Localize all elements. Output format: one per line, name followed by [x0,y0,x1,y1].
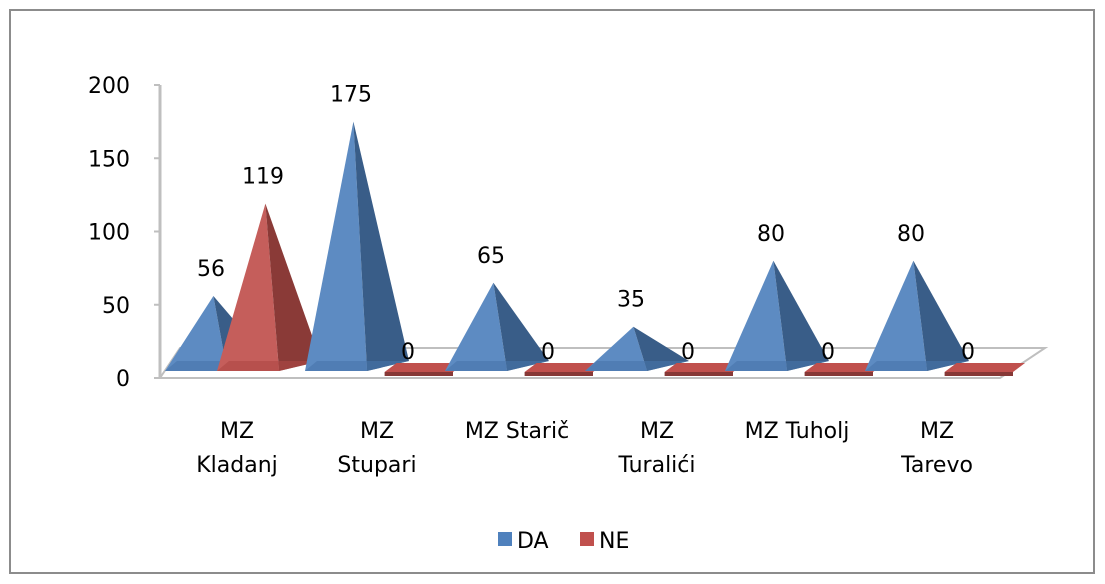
pyramid-da [445,282,549,371]
pyramid-base [217,361,321,371]
category-label: Stupari [337,453,416,478]
data-label-da: 56 [197,257,225,282]
pyramid-base [305,361,409,371]
y-tick-label: 50 [102,294,130,319]
category-label: MZ Starič [465,419,569,444]
data-label-da: 80 [897,222,925,247]
y-tick-label: 0 [116,367,130,392]
data-label-ne: 119 [242,165,284,190]
pyramid-flat [524,363,605,372]
pyramid-ne [944,363,1025,376]
pyramid-flat-edge [944,372,1013,376]
data-label-da: 65 [477,244,505,269]
data-label-ne: 0 [541,340,555,365]
pyramid-face-front [725,260,788,371]
x-axis-labels: MZ Kladanj MZ Stupari MZ Starič MZ Turalići MZ … [196,419,973,478]
category-label: Turalići [618,453,696,478]
pyramid-ne [524,363,605,376]
category-label: MZ Tuholj [745,419,850,444]
pyramid-da [865,260,969,371]
data-labels: 56 119 175 0 65 0 35 0 80 0 80 0 [197,83,975,365]
plot-area [165,121,1025,376]
legend-label-da: DA [517,529,549,554]
category-label: MZ [220,419,254,444]
pyramid-flat [664,363,745,372]
legend: DA NE [498,529,629,554]
data-label-ne: 0 [401,340,415,365]
category-label: MZ [920,419,954,444]
pyramid-ne [384,363,465,376]
pyramid-face-side [633,326,689,371]
category-label: MZ [640,419,674,444]
pyramid-face-front [165,295,228,371]
pyramid-da [305,121,409,371]
legend-swatch-da [498,532,512,546]
pyramid-ne [217,203,321,371]
pyramid-base [585,361,689,371]
pyramid-ne [804,363,885,376]
legend-swatch-ne [580,532,594,546]
pyramid-face-front [865,260,928,371]
category-label: Kladanj [196,453,278,478]
pyramid-da [585,326,689,371]
y-tick-label: 100 [88,221,130,246]
pyramid-face-front [585,326,648,371]
pyramid-base [865,361,969,371]
pyramid-base [725,361,829,371]
pyramid-face-front [217,203,280,371]
pyramid-flat [944,363,1025,372]
pyramid-flat [384,363,465,372]
data-label-da: 35 [617,288,645,313]
data-label-da: 80 [757,222,785,247]
pyramid-base [445,361,549,371]
pyramid-face-front [445,282,508,371]
pyramid-face-front [305,121,368,371]
pyramid-ne [664,363,745,376]
pyramid-face-side [353,121,409,371]
category-label: Tarevo [900,453,973,478]
pyramid-face-side [773,260,829,371]
y-tick-label: 200 [88,74,130,99]
pyramid-face-side [913,260,969,371]
pyramid-face-side [265,203,321,371]
legend-label-ne: NE [599,529,629,554]
data-label-ne: 0 [681,340,695,365]
pyramid-flat-edge [524,372,593,376]
pyramid-flat-edge [664,372,733,376]
pyramid-face-side [493,282,549,371]
category-label: MZ [360,419,394,444]
data-label-da: 175 [330,83,372,108]
y-axis: 0 50 100 150 200 [88,74,162,392]
pyramid-flat [804,363,885,372]
pyramid-flat-edge [384,372,453,376]
pyramid-da [725,260,829,371]
data-label-ne: 0 [961,340,975,365]
pyramid-flat-edge [804,372,873,376]
data-label-ne: 0 [821,340,835,365]
y-tick-label: 150 [88,147,130,172]
